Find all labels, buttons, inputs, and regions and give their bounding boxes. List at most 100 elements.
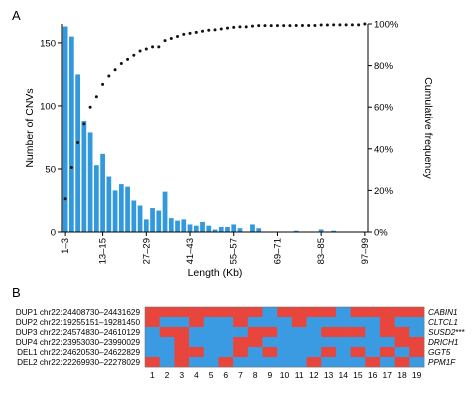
heatmap-cell bbox=[262, 327, 278, 338]
y-tick-label: 0 bbox=[51, 228, 56, 239]
column-label: 5 bbox=[209, 370, 214, 380]
heatmap-cell bbox=[174, 307, 190, 318]
significance-marker: *** bbox=[455, 328, 465, 337]
bar bbox=[206, 225, 212, 232]
bar bbox=[81, 121, 87, 232]
heatmap-cell bbox=[291, 307, 307, 318]
heatmap-cell bbox=[277, 327, 293, 338]
heatmap-cell bbox=[409, 337, 425, 348]
heatmap-cell bbox=[233, 317, 249, 328]
column-label: 17 bbox=[383, 370, 393, 380]
heatmap-cell bbox=[159, 337, 175, 348]
heatmap-cell bbox=[159, 307, 175, 318]
heatmap-cell bbox=[335, 317, 351, 328]
column-label: 15 bbox=[353, 370, 363, 380]
heatmap-cell bbox=[247, 357, 263, 368]
heatmap-cell bbox=[262, 337, 278, 348]
heatmap-cell bbox=[306, 347, 322, 358]
heatmap-cell bbox=[203, 357, 219, 368]
heatmap-cell bbox=[277, 317, 293, 328]
heatmap-cell bbox=[321, 357, 337, 368]
cumulative-point bbox=[350, 23, 354, 27]
column-label: 1 bbox=[150, 370, 155, 380]
gene-label: DRICH1 bbox=[428, 338, 458, 347]
bar bbox=[187, 224, 193, 232]
heatmap-cell bbox=[277, 347, 293, 358]
heatmap-cell bbox=[247, 307, 263, 318]
cumulative-point bbox=[338, 23, 342, 27]
column-label: 10 bbox=[280, 370, 290, 380]
heatmap-cell bbox=[350, 307, 366, 318]
heatmap-cell bbox=[291, 337, 307, 348]
heatmap-cell bbox=[321, 317, 337, 328]
heatmap-cell bbox=[321, 307, 337, 318]
heatmap-cell bbox=[233, 357, 249, 368]
cumulative-point bbox=[219, 27, 223, 31]
heatmap-cell bbox=[277, 357, 293, 368]
cumulative-point bbox=[275, 24, 279, 28]
heatmap-cell bbox=[350, 347, 366, 358]
cumulative-point bbox=[282, 24, 286, 28]
row-label: DEL2 chr22:22269930–22278029 bbox=[17, 358, 140, 367]
cumulative-point bbox=[232, 25, 236, 29]
heatmap-cell bbox=[306, 327, 322, 338]
bar bbox=[150, 208, 155, 232]
bar bbox=[131, 200, 137, 232]
heatmap-cell bbox=[394, 357, 410, 368]
histogram-panel: 0 50 100 150 0% 20% 40% 60% 80% 100% 1–3 13–15 27–29… bbox=[24, 20, 434, 280]
heatmap-cell bbox=[189, 327, 205, 338]
heatmap-cell bbox=[262, 347, 278, 358]
cumulative-point bbox=[263, 24, 267, 28]
row-label: DUP4 chr22:23953030–23990029 bbox=[16, 338, 141, 347]
cumulative-point bbox=[188, 31, 192, 35]
heatmap-cell bbox=[321, 347, 337, 358]
bar bbox=[225, 226, 230, 232]
column-label: 16 bbox=[368, 370, 378, 380]
heatmap-cell bbox=[247, 347, 263, 358]
cumulative-point bbox=[151, 45, 155, 49]
bar bbox=[106, 176, 112, 232]
heatmap-cell bbox=[365, 327, 381, 338]
cumulative-point bbox=[357, 23, 361, 27]
cumulative-point bbox=[313, 23, 317, 27]
cumulative-point bbox=[269, 24, 273, 28]
column-label: 7 bbox=[238, 370, 243, 380]
cumulative-point bbox=[257, 24, 261, 28]
heatmap-cell bbox=[409, 327, 425, 338]
heatmap-cell bbox=[203, 337, 219, 348]
heatmap-cell bbox=[218, 357, 234, 368]
x-tick-label: 41–43 bbox=[185, 238, 196, 264]
panel-b-label: B bbox=[12, 285, 21, 300]
bar bbox=[118, 184, 124, 232]
heatmap-cell bbox=[409, 357, 425, 368]
cumulative-point bbox=[119, 62, 123, 66]
bar bbox=[250, 224, 255, 232]
bar bbox=[318, 229, 324, 232]
column-label: 11 bbox=[295, 370, 304, 380]
x-tick-label: 27–29 bbox=[141, 238, 152, 264]
column-label: 19 bbox=[412, 370, 422, 380]
gene-label: CLTCL1 bbox=[428, 318, 458, 327]
cumulative-point bbox=[300, 23, 304, 27]
y-tick-label: 150 bbox=[40, 38, 56, 49]
heatmap-cell bbox=[394, 317, 410, 328]
heatmap-cell bbox=[218, 317, 234, 328]
heatmap-cell bbox=[321, 327, 337, 338]
cumulative-point bbox=[126, 57, 130, 61]
heatmap-cell bbox=[174, 347, 190, 358]
heatmap-cell bbox=[365, 307, 381, 318]
column-label: 3 bbox=[179, 370, 184, 380]
column-label: 8 bbox=[253, 370, 258, 380]
heatmap-cell bbox=[174, 357, 190, 368]
heatmap-cell bbox=[394, 327, 410, 338]
heatmap-cell bbox=[145, 327, 160, 338]
x-tick-label: 1–3 bbox=[60, 238, 71, 254]
y2-tick-label: 40% bbox=[374, 144, 394, 155]
bar bbox=[143, 219, 149, 232]
column-label: 6 bbox=[223, 370, 228, 380]
heatmap-cell bbox=[291, 317, 307, 328]
x-tick-label: 83–85 bbox=[316, 238, 327, 264]
heatmap-cell bbox=[247, 337, 263, 348]
heatmap-cell bbox=[203, 347, 219, 358]
